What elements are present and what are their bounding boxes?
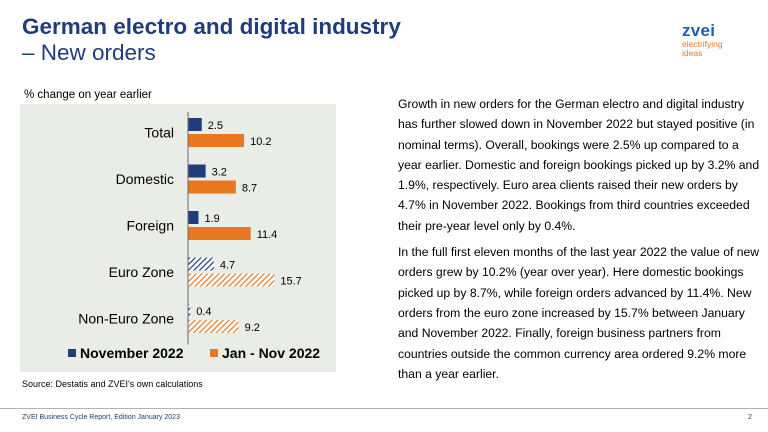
data-label-nov-2022-euro-zone: 4.7 [220,260,235,272]
chart-subtitle: % change on year earlier [24,89,152,101]
bar-nov-2022-domestic [188,164,206,178]
data-label-jan-nov-2022-non-euro-zone: 9.2 [245,322,260,334]
bar-jan-nov-2022-foreign [188,227,251,240]
bar-chart: Total 2.5 10.2 Domestic 3.2 8.7 Foreign 1.9 11.4… [68,112,320,361]
footer-divider [0,408,768,409]
data-label-jan-nov-2022-domestic: 8.7 [242,183,257,195]
chart-panel: Total 2.5 10.2 Domestic 3.2 8.7 Foreign 1.9 11.4… [20,104,336,372]
bar-nov-2022-non-euro-zone [188,304,191,317]
paragraph-1: Growth in new orders for the German elec… [398,97,760,233]
title-line-1: German electro and digital industry [22,14,401,39]
data-label-nov-2022-foreign: 1.9 [204,213,219,225]
bar-jan-nov-2022-euro-zone [188,273,275,287]
commentary-text: Growth in new orders for the German elec… [398,94,760,390]
data-label-nov-2022-total: 2.5 [208,120,223,132]
data-label-nov-2022-non-euro-zone: 0.4 [196,306,211,318]
title-line-2: – New orders [22,40,156,65]
category-label-domestic: Domestic [116,171,174,187]
bar-nov-2022-total [188,118,202,131]
page-number: 2 [748,414,752,421]
category-label-euro-zone: Euro Zone [109,264,175,280]
bar-nov-2022-foreign [188,211,199,224]
category-label-foreign: Foreign [127,218,174,234]
paragraph-2: In the full first eleven months of the l… [398,245,760,381]
footer-report-name: ZVEI Business Cycle Report, Edition Janu… [22,414,180,421]
legend-swatch-jan-nov-2022 [210,349,218,357]
data-label-jan-nov-2022-euro-zone: 15.7 [280,276,301,288]
legend-label-jan-nov-2022: Jan - Nov 2022 [222,345,320,361]
bar-jan-nov-2022-non-euro-zone [188,320,239,333]
bar-nov-2022-euro-zone [188,257,214,271]
bar-jan-nov-2022-total [188,134,245,147]
source-note: Source: Destatis and ZVEI's own calculat… [22,379,203,389]
category-label-non-euro-zone: Non-Euro Zone [78,311,174,327]
logo-tagline-1: electrifying [682,39,723,49]
category-label-total: Total [144,125,174,141]
data-label-jan-nov-2022-total: 10.2 [250,136,271,148]
logo-tagline-2: ideas [682,48,703,58]
legend-label-nov-2022: November 2022 [80,345,184,361]
logo-brand: zvei [682,21,716,40]
page-title: German electro and digital industry – Ne… [22,14,401,66]
legend-swatch-nov-2022 [68,349,76,357]
bar-jan-nov-2022-domestic [188,180,236,194]
data-label-nov-2022-domestic: 3.2 [212,167,227,179]
zvei-logo: zvei electrifying ideas [682,22,723,58]
data-label-jan-nov-2022-foreign: 11.4 [257,229,278,241]
